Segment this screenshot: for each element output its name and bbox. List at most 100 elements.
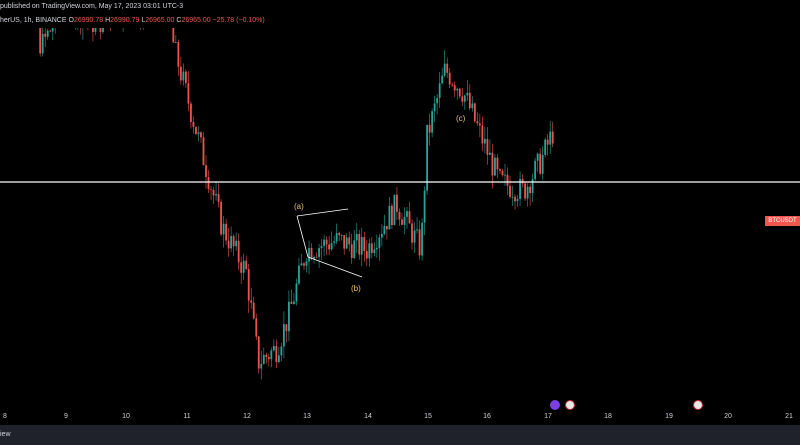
candle-body xyxy=(551,131,554,144)
candle-body xyxy=(210,189,212,190)
high-value: 26990.79 xyxy=(110,17,140,24)
wave-a-upper-line xyxy=(296,208,349,217)
candle-body xyxy=(348,237,351,245)
candle-body xyxy=(220,201,222,235)
us-flag-event-icon[interactable] xyxy=(565,400,575,410)
candle-body xyxy=(438,83,441,98)
candle-body xyxy=(270,350,273,360)
time-tick-8: 8 xyxy=(3,413,7,420)
candle-body xyxy=(41,33,44,54)
candle-body xyxy=(315,256,318,258)
candle-body xyxy=(328,244,331,250)
candle-body xyxy=(265,354,268,358)
time-tick-15: 15 xyxy=(424,413,432,420)
candle-body xyxy=(267,357,270,360)
candle-body xyxy=(521,178,524,184)
wave-label-a: (a) xyxy=(294,202,304,211)
candle-body xyxy=(257,336,260,369)
candle-body xyxy=(360,237,363,255)
candle-body xyxy=(200,132,202,138)
candle-body xyxy=(453,85,456,91)
candle-body xyxy=(511,196,514,198)
candle-body xyxy=(423,190,426,223)
candle-body xyxy=(471,103,474,109)
candle-body xyxy=(546,139,549,145)
time-tick-10: 10 xyxy=(122,413,130,420)
candles-group xyxy=(39,28,554,380)
candle-body xyxy=(330,243,333,250)
candle-body xyxy=(529,186,532,194)
high-label: H xyxy=(105,17,111,24)
candle-body xyxy=(217,194,220,202)
time-tick-16: 16 xyxy=(483,413,491,420)
candle-body xyxy=(458,88,461,97)
candle-body xyxy=(192,121,195,127)
candle-body xyxy=(255,318,258,337)
candle-body xyxy=(411,223,413,243)
price-chart[interactable]: (a) (b) (c) xyxy=(0,28,800,413)
candle-body xyxy=(504,174,506,176)
candle-body xyxy=(536,153,539,161)
candle-body xyxy=(446,63,449,73)
candle-body xyxy=(187,83,190,104)
candle-body xyxy=(494,157,496,176)
candle-body xyxy=(373,249,376,254)
candle-body xyxy=(285,324,288,332)
candle-body xyxy=(448,72,451,85)
candle-body xyxy=(401,219,403,225)
candle-body xyxy=(363,237,366,252)
candle-body xyxy=(428,124,431,133)
candle-body xyxy=(468,92,471,109)
candle-body xyxy=(260,363,263,369)
candle-body xyxy=(262,354,265,364)
candle-body xyxy=(182,71,185,81)
candle-body xyxy=(370,243,373,254)
candle-body xyxy=(519,178,521,200)
low-label: L xyxy=(141,17,146,24)
candle-body xyxy=(247,269,250,301)
candle-body xyxy=(380,234,383,238)
time-tick-17: 17 xyxy=(544,413,552,420)
candle-body xyxy=(303,263,305,266)
candle-body xyxy=(190,103,192,122)
time-tick-13: 13 xyxy=(303,413,311,420)
candle-body xyxy=(486,138,489,155)
candle-body xyxy=(313,256,315,260)
us-flag-event-icon[interactable] xyxy=(693,400,703,410)
candle-body xyxy=(92,28,94,32)
time-tick-20: 20 xyxy=(724,413,732,420)
candle-body xyxy=(441,75,444,84)
candle-body xyxy=(476,121,479,124)
lightning-event-icon[interactable] xyxy=(550,400,560,410)
time-tick-21: 21 xyxy=(785,413,793,420)
candle-body xyxy=(44,33,47,37)
candle-body xyxy=(99,28,102,33)
candle-body xyxy=(499,169,501,171)
candle-body xyxy=(418,229,421,256)
candle-body xyxy=(549,131,552,145)
candle-body xyxy=(179,66,182,81)
candle-body xyxy=(174,42,177,43)
candle-body xyxy=(451,84,454,86)
candle-body xyxy=(242,260,245,273)
candle-body xyxy=(338,232,341,236)
time-tick-14: 14 xyxy=(364,413,372,420)
time-tick-19: 19 xyxy=(665,413,673,420)
candle-body xyxy=(489,152,491,155)
candle-body xyxy=(310,247,313,260)
candle-body xyxy=(413,230,416,243)
candle-body xyxy=(250,300,253,303)
candle-body xyxy=(483,138,486,144)
ohlc-legend: herUS, 1h, BINANCE O26990.78 H26990.79 L… xyxy=(0,16,265,25)
candle-body xyxy=(539,153,542,174)
candle-body xyxy=(49,30,52,32)
open-label: O xyxy=(68,17,74,24)
candle-body xyxy=(478,123,481,126)
candle-body xyxy=(378,237,381,248)
candle-body xyxy=(496,157,499,170)
time-tick-18: 18 xyxy=(604,413,612,420)
candle-body xyxy=(333,241,336,244)
candle-body xyxy=(514,196,516,202)
candle-body xyxy=(282,324,285,347)
candle-body xyxy=(275,346,278,362)
